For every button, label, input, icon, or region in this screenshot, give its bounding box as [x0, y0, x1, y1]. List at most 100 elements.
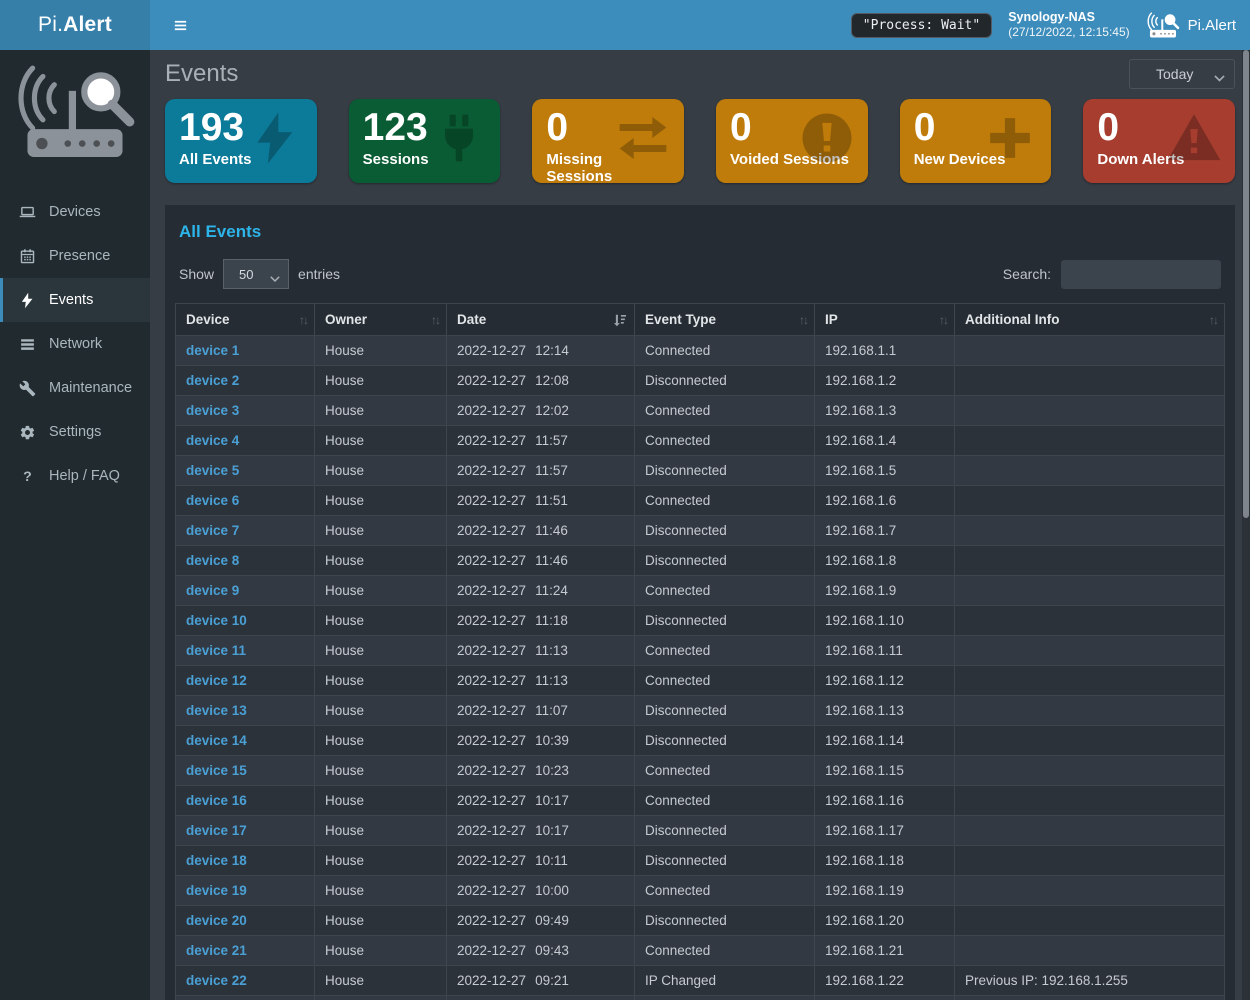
owner-cell: House	[314, 695, 447, 726]
device-link[interactable]: device 7	[186, 523, 240, 538]
device-link[interactable]: device 21	[186, 943, 247, 958]
owner-cell: House	[314, 515, 447, 546]
ip-cell: 192.168.1.17	[814, 815, 955, 846]
device-link[interactable]: device 4	[186, 433, 240, 448]
event-type-cell: Connected	[634, 785, 815, 816]
device-link[interactable]: device 2	[186, 373, 240, 388]
ip-cell: 192.168.1.23	[814, 995, 955, 1000]
event-type-cell: Connected	[634, 395, 815, 426]
event-time: 10:00	[535, 883, 569, 898]
device-link[interactable]: device 17	[186, 823, 247, 838]
card-new-devices[interactable]: 0 New Devices	[899, 99, 1052, 183]
page-length-select[interactable]: 50	[223, 259, 290, 289]
additional-info-cell	[954, 545, 1225, 576]
device-link[interactable]: device 6	[186, 493, 240, 508]
sidebar-item-label: Devices	[49, 204, 101, 221]
device-link[interactable]: device 5	[186, 463, 240, 478]
sidebar-toggle-button[interactable]	[160, 5, 200, 45]
sidebar-item-help-faq[interactable]: ? Help / FAQ	[0, 454, 150, 498]
event-time: 11:57	[535, 433, 568, 448]
device-link[interactable]: device 20	[186, 913, 247, 928]
sidebar-item-network[interactable]: Network	[0, 322, 150, 366]
sidebar-item-presence[interactable]: Presence	[0, 234, 150, 278]
device-link[interactable]: device 9	[186, 583, 240, 598]
additional-info-cell	[954, 725, 1225, 756]
page-scrollbar[interactable]	[1242, 50, 1250, 1000]
date-cell: 2022-12-27 11:18	[446, 605, 635, 636]
device-link[interactable]: device 16	[186, 793, 247, 808]
owner-cell: House	[314, 965, 447, 996]
device-cell: device 23	[175, 995, 315, 1000]
device-link[interactable]: device 8	[186, 553, 240, 568]
device-cell: device 7	[175, 515, 315, 546]
scrollbar-thumb[interactable]	[1243, 50, 1249, 518]
sort-icon: ↑↓	[299, 312, 309, 327]
device-cell: device 6	[175, 485, 315, 516]
card-voided-sessions[interactable]: 0 Voided Sessions	[716, 99, 868, 183]
table-row: device 15 House 2022-12-27 10:23 Connected 19…	[175, 755, 1225, 786]
brand-logo[interactable]: Pi. Alert	[0, 0, 150, 50]
event-date: 2022-12-27	[457, 343, 527, 358]
event-type-cell: Disconnected	[634, 695, 815, 726]
warning-triangle-icon	[1166, 110, 1222, 166]
date-cell: 2022-12-27 11:13	[446, 665, 635, 696]
device-link[interactable]: device 11	[186, 643, 247, 658]
date-cell: 2022-12-27 11:57	[446, 425, 635, 456]
sidebar-item-settings[interactable]: Settings	[0, 410, 150, 454]
events-panel: All Events Show 50 entries Search:	[165, 205, 1235, 1000]
device-link[interactable]: device 19	[186, 883, 247, 898]
card-down-alerts[interactable]: 0 Down Alerts	[1083, 99, 1236, 183]
ip-cell: 192.168.1.22	[814, 965, 955, 996]
column-header-owner[interactable]: Owner ↑↓	[314, 303, 447, 336]
nas-name: Synology-NAS	[1008, 9, 1096, 24]
date-cell: 2022-12-27 10:17	[446, 785, 635, 816]
event-time: 10:11	[535, 853, 568, 868]
device-link[interactable]: device 22	[186, 973, 247, 988]
event-type-cell: Connected	[634, 335, 815, 366]
additional-info-cell	[954, 845, 1225, 876]
event-type-cell: Disconnected	[634, 845, 815, 876]
column-header-event-type[interactable]: Event Type ↑↓	[634, 303, 815, 336]
sidebar-item-devices[interactable]: Devices	[0, 190, 150, 234]
date-cell: 2022-12-27 11:57	[446, 455, 635, 486]
column-header-additional-info[interactable]: Additional Info ↑↓	[954, 303, 1225, 336]
period-select[interactable]: Today	[1129, 58, 1235, 89]
device-link[interactable]: device 12	[186, 673, 247, 688]
device-link[interactable]: device 3	[186, 403, 240, 418]
device-cell: device 9	[175, 575, 315, 606]
additional-info-cell	[954, 905, 1225, 936]
column-header-device[interactable]: Device ↑↓	[175, 303, 315, 336]
card-missing-sessions[interactable]: 0 Missing Sessions	[532, 99, 685, 185]
device-cell: device 13	[175, 695, 315, 726]
device-cell: device 10	[175, 605, 315, 636]
date-cell: 2022-12-27 11:13	[446, 635, 635, 666]
device-link[interactable]: device 18	[186, 853, 247, 868]
sidebar-item-maintenance[interactable]: Maintenance	[0, 366, 150, 410]
sidebar: Devices Presence Events Network Maintenance S…	[0, 50, 150, 1000]
date-cell: 2022-12-27 09:49	[446, 905, 635, 936]
search-input[interactable]	[1061, 259, 1221, 289]
ip-cell: 192.168.1.18	[814, 845, 955, 876]
device-link[interactable]: device 14	[186, 733, 247, 748]
device-link[interactable]: device 15	[186, 763, 247, 778]
column-header-ip[interactable]: IP ↑↓	[814, 303, 955, 336]
card-all-events[interactable]: 193 All Events	[165, 99, 317, 183]
device-cell: device 15	[175, 755, 315, 786]
ip-cell: 192.168.1.10	[814, 605, 955, 636]
date-cell: 2022-12-27 10:00	[446, 875, 635, 906]
card-sessions[interactable]: 123 Sessions	[348, 99, 501, 183]
card-label: Down Alerts	[1097, 150, 1185, 168]
device-link[interactable]: device 10	[186, 613, 247, 628]
event-type-cell: Disconnected	[634, 605, 815, 636]
card-value: 0	[546, 106, 569, 149]
page-length-value: 50	[239, 266, 254, 282]
device-link[interactable]: device 13	[186, 703, 247, 718]
table-row: device 5 House 2022-12-27 11:57 Disconnected…	[175, 455, 1225, 486]
owner-cell: House	[314, 905, 447, 936]
user-menu[interactable]: Pi.Alert	[1146, 11, 1236, 39]
sidebar-item-events[interactable]: Events	[0, 278, 150, 323]
column-header-date[interactable]: Date	[446, 303, 635, 336]
router-logo-icon	[1146, 11, 1180, 39]
ip-cell: 192.168.1.12	[814, 665, 955, 696]
device-link[interactable]: device 1	[186, 343, 240, 358]
